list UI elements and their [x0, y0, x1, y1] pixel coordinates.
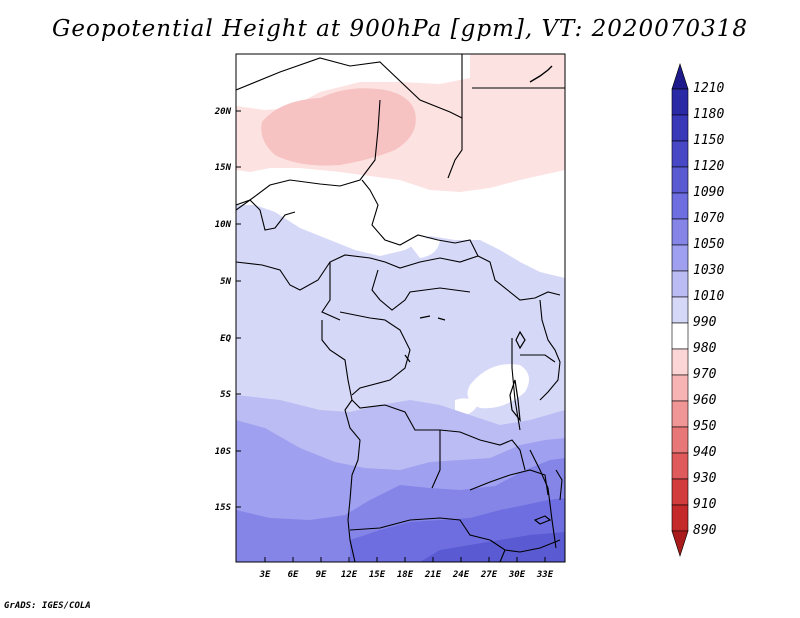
red-sea-coast: [529, 65, 553, 83]
lat-tick-label: 20N: [214, 107, 232, 117]
lon-tick-label: 15E: [369, 570, 386, 580]
lon-tick-label: 9E: [316, 570, 327, 580]
colorbar-level-label: 930: [693, 471, 717, 486]
lat-tick-label: 15S: [215, 503, 232, 513]
colorbar-segment: [671, 270, 689, 298]
colorbar-segment: [671, 400, 689, 428]
colorbar-level-label: 980: [693, 341, 717, 356]
lat-tick-label: 10S: [215, 447, 232, 457]
colorbar-segment: [671, 63, 689, 90]
colorbar-segment: [671, 88, 689, 116]
colorbar-level-label: 1120: [693, 159, 724, 174]
colorbar-level-label: 950: [693, 419, 717, 434]
lon-tick-label: 3E: [259, 570, 271, 580]
colorbar-segment: [671, 452, 689, 480]
colorbar-segment: [671, 322, 689, 350]
colorbar-segment: [671, 348, 689, 376]
colorbar-level-label: 940: [693, 445, 717, 460]
map-title: Geopotential Height at 900hPa [gpm], VT:…: [52, 16, 748, 42]
map-frame: [235, 53, 566, 563]
colorbar-level-label: 1150: [693, 133, 724, 148]
colorbar-segment: [671, 478, 689, 506]
colorbar-level-label: 1010: [693, 289, 724, 304]
colorbar-level-label: 1090: [693, 185, 724, 200]
colorbar-segment: [671, 296, 689, 324]
colorbar-level-label: 1030: [693, 263, 724, 278]
colorbar-segment: [671, 166, 689, 194]
colorbar-level-label: 970: [693, 367, 717, 382]
colorbar-segment: [671, 504, 689, 532]
colorbar-level-label: 1180: [693, 107, 724, 122]
colorbar-level-label: 1050: [693, 237, 724, 252]
lon-tick-label: 30E: [508, 570, 526, 580]
lon-tick-label: 18E: [397, 570, 414, 580]
colorbar-level-label: 990: [693, 315, 717, 330]
colorbar-segment: [671, 426, 689, 454]
lon-tick-label: 21E: [424, 570, 442, 580]
longitude-axis: 3E 6E 9E 12E 15E 18E 21E 24E 27E 30E 33E: [259, 570, 554, 580]
colorbar-segment: [671, 114, 689, 142]
colorbar-level-label: 890: [693, 523, 717, 538]
lat-tick-label: 5N: [220, 277, 231, 287]
colorbar-segment: [671, 374, 689, 402]
lat-tick-label: 10N: [215, 220, 232, 230]
lon-tick-label: 33E: [536, 570, 554, 580]
map-field: [236, 54, 565, 562]
colorbar-level-label: 910: [693, 497, 717, 512]
colorbar-level-label: 1070: [693, 211, 724, 226]
lat-tick-label: 15N: [215, 163, 232, 173]
lon-tick-label: 24E: [452, 570, 470, 580]
colorbar-level-label: 960: [693, 393, 717, 408]
colorbar-level-label: 1210: [693, 81, 724, 96]
colorbar-segment: [671, 530, 689, 557]
colorbar-labels: 1210 1180 1150 1120 1090 1070 1050 1030 …: [693, 81, 724, 538]
lon-tick-label: 6E: [288, 570, 299, 580]
colorbar-segment: [671, 192, 689, 220]
lat-tick-label: 5S: [220, 390, 231, 400]
colorbar-segment: [671, 140, 689, 168]
latitude-axis: 20N 15N 10N 5N EQ 5S 10S 15S: [214, 107, 232, 513]
colorbar-segment: [671, 218, 689, 246]
colorbar-segment: [671, 244, 689, 272]
lon-tick-label: 27E: [480, 570, 498, 580]
colorbar: [671, 63, 689, 557]
lon-tick-label: 12E: [341, 570, 358, 580]
grads-credit: GrADS: IGES/COLA: [4, 601, 91, 611]
lat-tick-label: EQ: [220, 334, 231, 344]
